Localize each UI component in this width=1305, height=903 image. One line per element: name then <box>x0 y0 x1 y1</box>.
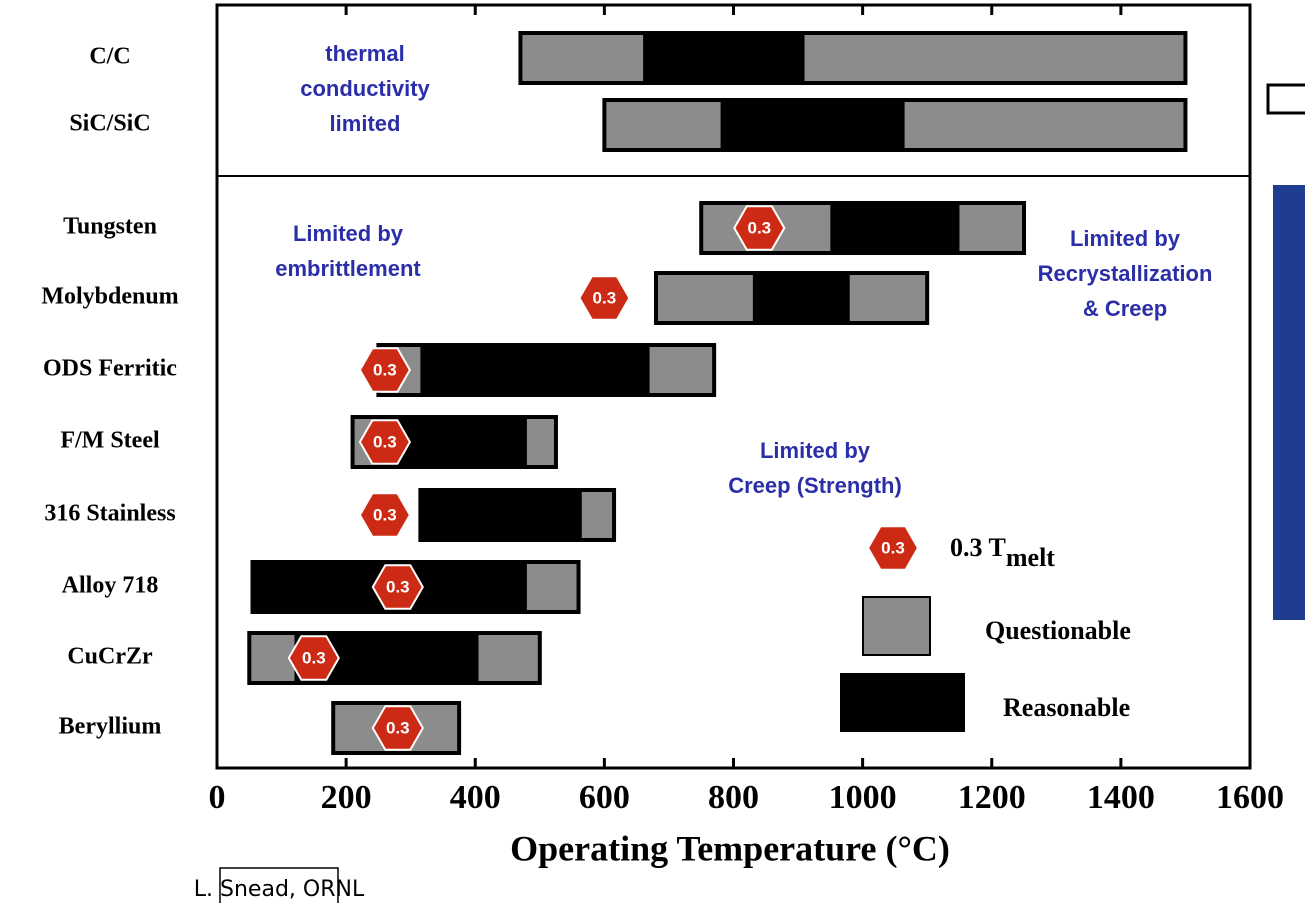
annotation: conductivity <box>300 76 430 101</box>
category-label: F/M Steel <box>60 428 160 454</box>
tmelt-marker-label: 0.3 <box>373 505 397 524</box>
category-label: Beryllium <box>59 714 162 740</box>
tmelt-marker-label: 0.3 <box>302 648 326 667</box>
legend-label-sub: melt <box>1006 543 1055 572</box>
legend-label: Questionable <box>985 616 1131 645</box>
category-label: ODS Ferritic <box>43 356 177 382</box>
annotation: Limited by <box>1070 226 1181 251</box>
reasonable-bar <box>420 343 649 397</box>
category-label: 316 Stainless <box>44 501 175 527</box>
tmelt-marker-label: 0.3 <box>593 288 617 307</box>
x-tick-label: 0 <box>209 779 226 816</box>
x-tick-label: 1000 <box>829 779 897 816</box>
x-tick-label: 1400 <box>1087 779 1155 816</box>
category-label: C/C <box>89 44 130 70</box>
reasonable-bar <box>753 271 850 325</box>
annotation: Limited by <box>760 438 871 463</box>
x-tick-label: 1200 <box>958 779 1026 816</box>
x-axis-label: Operating Temperature (°C) <box>510 828 950 868</box>
tmelt-marker-label: 0.3 <box>373 360 397 379</box>
reasonable-bar <box>420 488 581 542</box>
tmelt-marker-label: 0.3 <box>373 432 397 451</box>
questionable-bar <box>520 33 1185 83</box>
annotation: & Creep <box>1083 296 1167 321</box>
reasonable-bar <box>721 98 905 152</box>
legend-swatch <box>863 597 930 655</box>
side-image <box>1273 185 1305 620</box>
legend-label: Reasonable <box>1003 693 1130 722</box>
x-tick-label: 800 <box>708 779 759 816</box>
credit: L. Snead, ORNL <box>194 877 365 902</box>
x-tick-label: 600 <box>579 779 630 816</box>
x-tick-label: 200 <box>321 779 372 816</box>
legend-swatch <box>840 673 965 732</box>
annotation: Recrystallization <box>1038 261 1213 286</box>
reasonable-bar <box>643 31 804 85</box>
category-label: SiC/SiC <box>69 111 150 137</box>
side-box <box>1268 85 1305 113</box>
category-label: Tungsten <box>63 214 157 240</box>
annotation: Limited by <box>293 221 404 246</box>
category-label: Alloy 718 <box>62 573 159 599</box>
tmelt-marker-label: 0.3 <box>748 218 772 237</box>
tmelt-marker-label: 0.3 <box>386 718 410 737</box>
reasonable-bar <box>830 201 959 255</box>
chart: Operating Temperature (°C) L. Snead, ORN… <box>0 0 1305 903</box>
category-label: Molybdenum <box>41 284 178 310</box>
category-label: CuCrZr <box>67 644 153 670</box>
tmelt-marker-label: 0.3 <box>386 577 410 596</box>
legend-label-main: 0.3 T <box>950 533 1006 562</box>
legend-marker-label: 0.3 <box>881 538 905 557</box>
legend-label: 0.3 Tmelt <box>950 533 1055 572</box>
annotation: embrittlement <box>275 256 421 281</box>
annotation: thermal <box>325 41 404 66</box>
annotation: limited <box>330 111 401 136</box>
x-tick-label: 400 <box>450 779 501 816</box>
x-tick-label: 1600 <box>1216 779 1284 816</box>
annotation: Creep (Strength) <box>728 473 902 498</box>
